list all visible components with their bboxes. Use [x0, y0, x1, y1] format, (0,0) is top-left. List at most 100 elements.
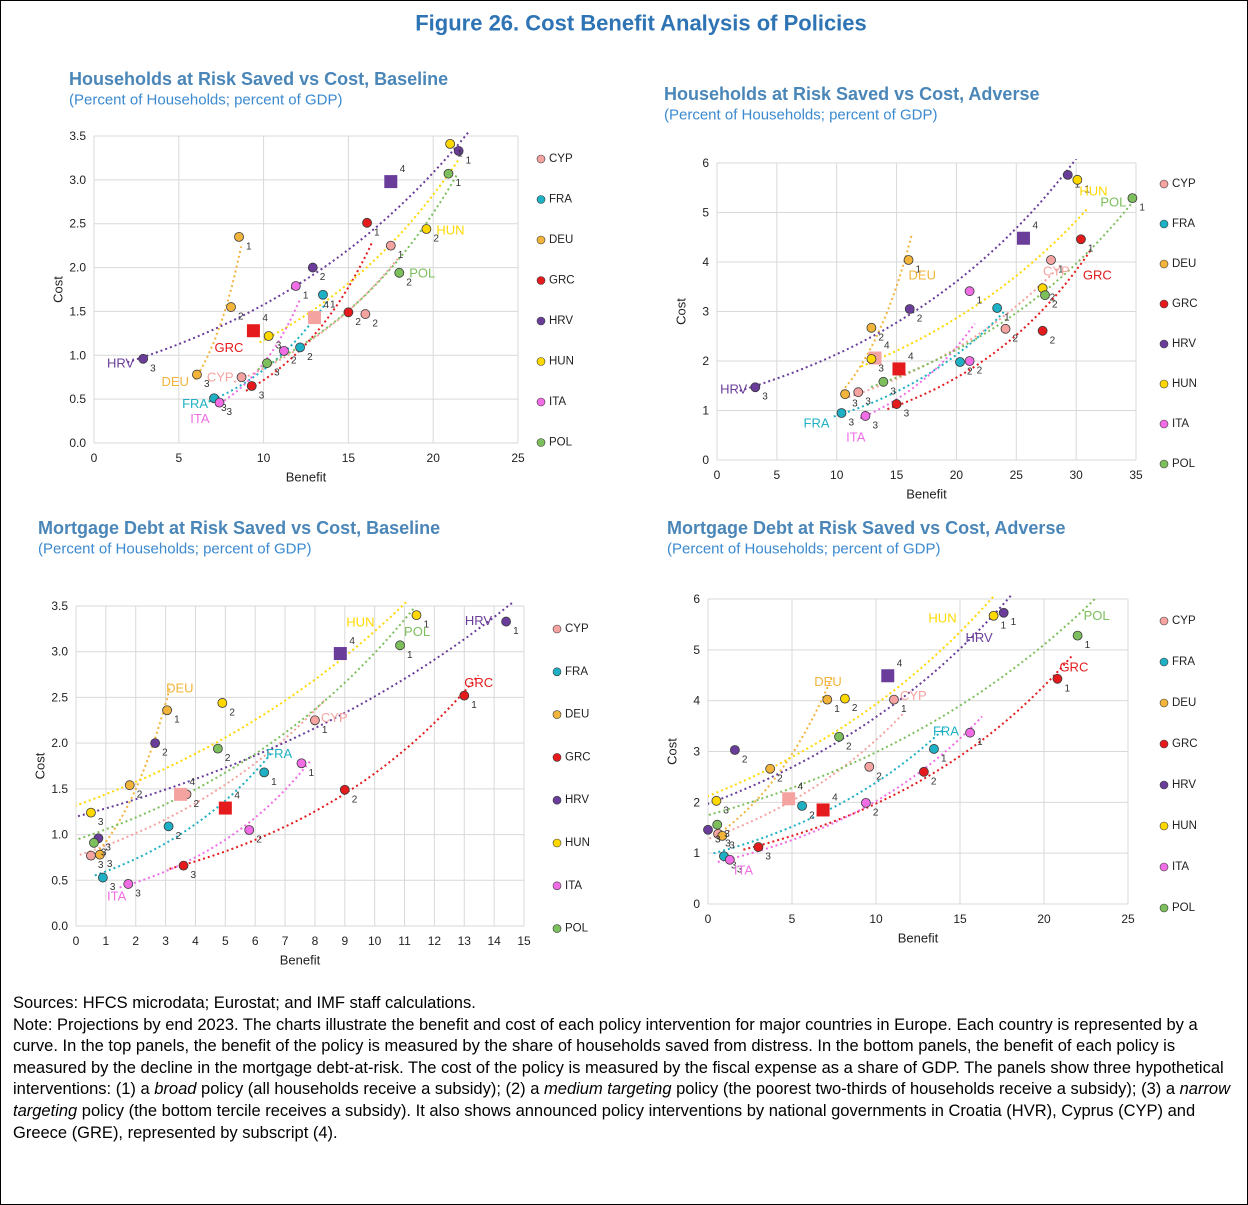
country-label: ITA [734, 862, 754, 877]
x-tick-label: 15 [517, 934, 531, 948]
point-label: 1 [1075, 179, 1081, 190]
point-label: 4 [262, 313, 268, 324]
footnotes: Sources: HFCS microdata; Eurostat; and I… [13, 993, 1235, 1144]
point-label: 3 [98, 817, 104, 828]
y-tick-label: 3.0 [51, 645, 68, 659]
x-tick-label: 20 [1037, 912, 1051, 926]
point-label: 1 [977, 296, 983, 307]
point-label: 1 [1084, 184, 1090, 195]
legend-marker [552, 924, 562, 933]
point-label: 3 [135, 888, 141, 899]
point-label: 2 [873, 807, 879, 818]
point [861, 797, 871, 808]
legend-marker [552, 795, 562, 805]
y-tick-label: 1.5 [51, 782, 68, 796]
legend-label: ITA [549, 396, 566, 408]
trendline [215, 299, 301, 407]
country-label: GRC [464, 675, 493, 690]
point [703, 824, 713, 835]
trendline [708, 597, 1097, 817]
y-axis-label: Cost [33, 752, 48, 779]
y-tick-label: 2 [702, 354, 709, 368]
trendline [887, 250, 1091, 411]
country-label: HRV [465, 613, 493, 628]
point-label: 2 [846, 741, 852, 752]
chart-title: Mortgage Debt at Risk Saved vs Cost, Adv… [667, 518, 1065, 538]
legend-marker [1159, 459, 1169, 469]
legend-marker [1159, 339, 1169, 349]
chart-subtitle: (Percent of Households; percent of GDP) [667, 541, 940, 558]
legend-marker [536, 438, 546, 447]
point [162, 705, 172, 716]
point [86, 850, 96, 861]
point-label: 3 [276, 340, 282, 351]
legend-label: CYP [565, 623, 589, 635]
legend-marker [1159, 903, 1169, 913]
x-tick-label: 25 [1010, 468, 1024, 482]
legend-label: POL [565, 923, 589, 935]
point [988, 610, 999, 621]
point-label: 2 [355, 317, 361, 328]
country-label: DEU [166, 681, 193, 696]
x-tick-label: 15 [953, 912, 967, 926]
point [753, 842, 764, 852]
point [94, 849, 105, 860]
legend-label: GRC [549, 275, 575, 287]
point-label: 3 [872, 420, 878, 431]
point [864, 761, 875, 772]
legend-marker [1159, 219, 1169, 229]
note-text: policy (all households receive a subsidy… [196, 1080, 545, 1099]
point-label: 3 [904, 409, 910, 420]
charts: Figure 26. Cost Benefit Analysis of Poli… [33, 11, 1198, 968]
point-label: 2 [878, 332, 884, 343]
point [445, 138, 456, 149]
point [212, 743, 223, 754]
note-text: policy (the poorest two-thirds of househ… [671, 1080, 1180, 1099]
point-label: 3 [890, 386, 896, 397]
x-tick-label: 3 [162, 934, 169, 948]
y-tick-label: 3 [693, 745, 700, 759]
legend-label: POL [1172, 902, 1196, 914]
trendline [127, 132, 470, 364]
point-label: 3 [259, 390, 265, 401]
point-label: 3 [878, 364, 884, 375]
y-tick-label: 2 [693, 795, 700, 809]
point [891, 399, 902, 409]
trendline [94, 751, 273, 877]
point [1127, 193, 1138, 204]
country-label: ITA [107, 888, 127, 903]
point-label: 1 [941, 753, 947, 764]
x-tick-label: 0 [91, 451, 98, 465]
point-label: 4 [1032, 221, 1038, 232]
point-label: 3 [101, 847, 107, 858]
country-label: CYP [321, 710, 348, 725]
point [840, 389, 850, 400]
y-tick-label: 4 [702, 255, 709, 269]
point-label: 1 [834, 704, 840, 715]
country-label: POL [404, 624, 430, 639]
trendline [193, 246, 243, 381]
x-tick-label: 13 [458, 934, 472, 948]
point-label: 1 [271, 777, 277, 788]
legend-marker [1159, 862, 1169, 872]
point-label: 4 [908, 351, 914, 362]
legend-marker [552, 710, 562, 719]
point [1040, 290, 1050, 301]
x-tick-label: 1 [103, 934, 110, 948]
point-label: 3 [98, 860, 104, 871]
chart-title: Mortgage Debt at Risk Saved vs Cost, Bas… [38, 518, 440, 538]
point-label: 1 [1001, 620, 1007, 631]
point-label: 1 [466, 155, 472, 166]
point-label: 1 [246, 241, 252, 252]
point-label: 4 [832, 792, 838, 803]
point-label: 2 [809, 810, 815, 821]
legend-label: HRV [549, 315, 573, 327]
legend-marker [1159, 616, 1169, 626]
policy-marker [816, 803, 830, 817]
point [929, 744, 939, 754]
trendline [257, 173, 459, 371]
trendline [841, 234, 913, 393]
country-label: POL [409, 265, 435, 280]
legend-marker [1159, 657, 1169, 667]
y-tick-label: 3.5 [69, 129, 86, 143]
